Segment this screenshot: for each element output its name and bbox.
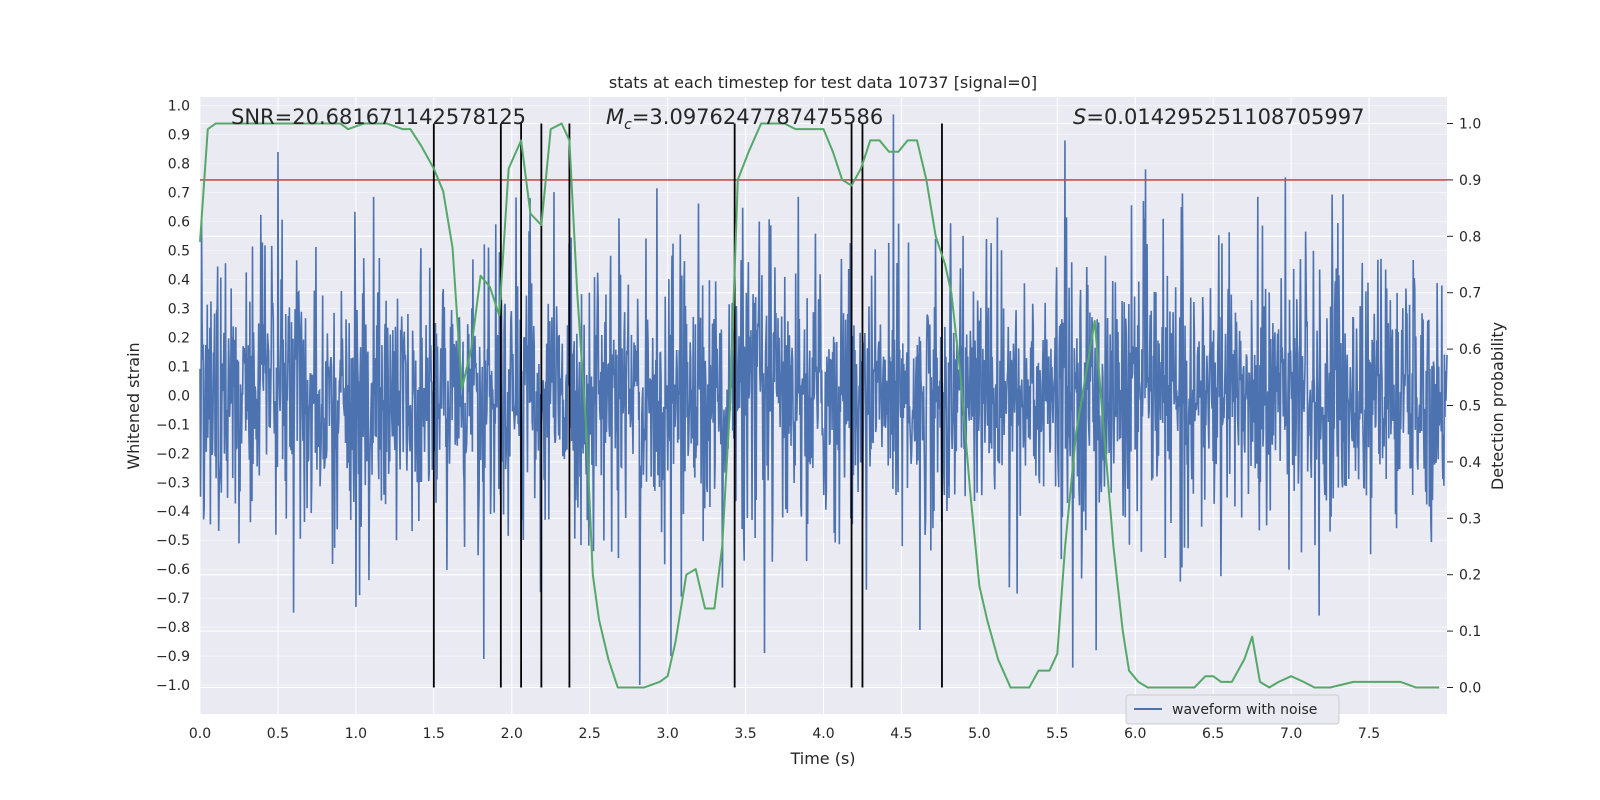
mc-value: =3.0976247787475586 (632, 105, 883, 129)
y2-tick-label: 0.5 (1459, 399, 1481, 415)
y2-tick-label: 0.0 (1459, 680, 1481, 696)
y2-tick-label: 0.8 (1459, 229, 1481, 245)
y-tick-label: 0.1 (168, 359, 190, 375)
x-tick-label: 1.5 (423, 726, 445, 742)
snr-annotation: SNR=20.681671142578125 (231, 105, 526, 129)
s-annotation: S=0.014295251108705997 (1073, 105, 1364, 129)
y2-tick-label: 0.3 (1459, 511, 1481, 527)
x-tick-label: 3.5 (734, 726, 756, 742)
s-value: =0.014295251108705997 (1086, 105, 1364, 129)
x-tick-label: 7.0 (1280, 726, 1302, 742)
x-tick-label: 6.5 (1202, 726, 1224, 742)
y-tick-label: −0.4 (156, 504, 190, 520)
mc-symbol: M (606, 105, 624, 129)
y-tick-label: 0.4 (168, 272, 190, 288)
x-tick-label: 5.5 (1046, 726, 1068, 742)
x-tick-label: 2.5 (579, 726, 601, 742)
y2-tick-label: 0.7 (1459, 286, 1481, 302)
y-tick-label: −0.8 (156, 620, 190, 636)
x-tick-label: 3.0 (656, 726, 678, 742)
y2-tick-label: 0.1 (1459, 624, 1481, 640)
y-tick-label: 0.3 (168, 301, 190, 317)
x-tick-label: 6.0 (1124, 726, 1146, 742)
y-tick-label: 1.0 (168, 99, 190, 115)
y-tick-label: 0.0 (168, 388, 190, 404)
x-axis-label: Time (s) (789, 749, 855, 768)
x-tick-label: 7.5 (1358, 726, 1380, 742)
chart-title: stats at each timestep for test data 107… (609, 73, 1037, 92)
x-tick-label: 4.0 (812, 726, 834, 742)
y-tick-label: −0.5 (156, 533, 190, 549)
y-axis-ticks: 1.0 0.9 0.8 0.7 0.6 0.5 0.4 0.3 0.2 0.1 0.0 −0.1 −0.… (156, 99, 190, 694)
x-tick-label: 0.0 (189, 726, 211, 742)
y2-tick-label: 0.9 (1459, 173, 1481, 189)
y-tick-label: −0.6 (156, 562, 190, 578)
waveform-series (199, 114, 1448, 686)
legend-entry: waveform with noise (1172, 702, 1317, 718)
y-tick-label: −0.3 (156, 475, 190, 491)
x-tick-label: 0.5 (267, 726, 289, 742)
y-tick-label: −0.7 (156, 591, 190, 607)
y-tick-label: 0.8 (168, 157, 190, 173)
y-tick-label: −0.2 (156, 446, 190, 462)
probability-series (199, 122, 1440, 689)
y-tick-label: 0.2 (168, 330, 190, 346)
y-tick-label: 0.7 (168, 186, 190, 202)
y2-tick-label: 0.2 (1459, 568, 1481, 584)
y-tick-label: −0.9 (156, 649, 190, 665)
x-tick-label: 2.0 (501, 726, 523, 742)
y-axis-label: Whitened strain (124, 342, 143, 469)
y-tick-label: −1.0 (156, 678, 190, 694)
y2-axis-ticks: 1.0 0.9 0.8 0.7 0.6 0.5 0.4 0.3 0.2 0.1 0.0 (1447, 117, 1481, 696)
mc-annotation: Mc=3.0976247787475586 (606, 105, 883, 133)
mc-subscript: c (624, 117, 632, 133)
legend-box (1125, 694, 1340, 725)
x-tick-label: 4.5 (890, 726, 912, 742)
x-tick-label: 1.0 (345, 726, 367, 742)
x-axis-ticks: 0.0 0.5 1.0 1.5 2.0 2.5 3.0 3.5 4.0 4.5 5.0 5.5 6.0 6… (189, 726, 1380, 742)
x-tick-label: 5.0 (968, 726, 990, 742)
y2-tick-label: 1.0 (1459, 117, 1481, 133)
y-tick-label: 0.5 (168, 244, 190, 260)
probability-line (199, 122, 1440, 689)
s-symbol: S (1073, 105, 1086, 129)
y-tick-label: 0.6 (168, 215, 190, 231)
y2-tick-label: 0.6 (1459, 342, 1481, 358)
y-tick-label: −0.1 (156, 417, 190, 433)
legend: waveform with noise (1125, 694, 1340, 725)
y2-tick-label: 0.4 (1459, 455, 1481, 471)
y2-axis-label: Detection probability (1488, 322, 1507, 490)
waveform-line (199, 114, 1448, 686)
y-tick-label: 0.9 (168, 128, 190, 144)
